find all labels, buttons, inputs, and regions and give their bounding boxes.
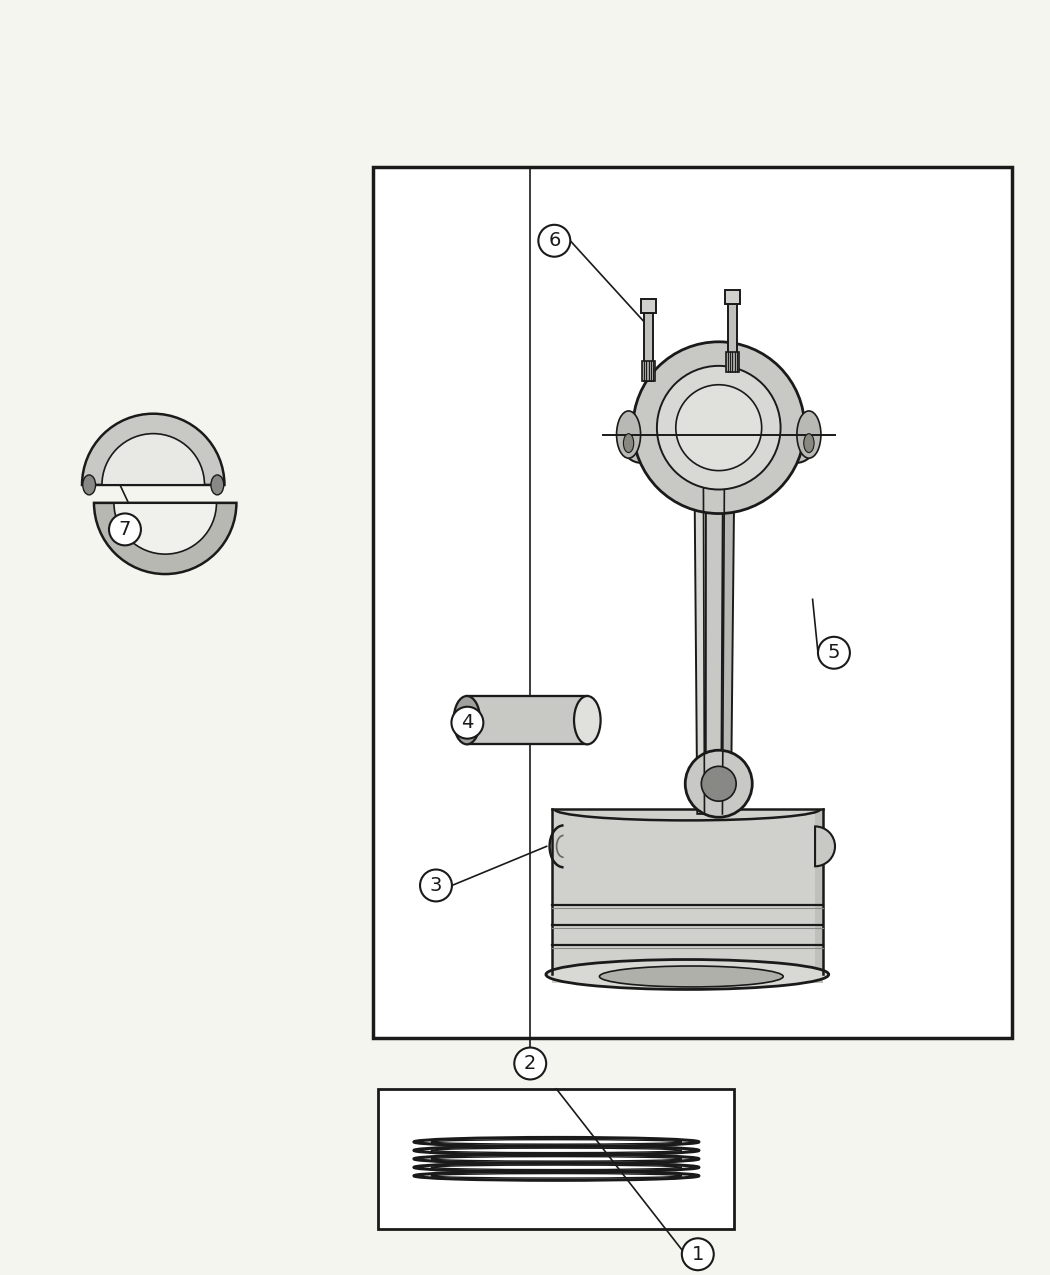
Circle shape bbox=[452, 706, 483, 738]
Bar bbox=[726, 352, 739, 372]
Text: 6: 6 bbox=[548, 231, 561, 250]
Ellipse shape bbox=[600, 966, 783, 987]
Circle shape bbox=[633, 342, 804, 514]
Bar bbox=[378, 1089, 734, 1229]
Ellipse shape bbox=[546, 960, 828, 989]
Bar bbox=[643, 361, 655, 381]
Ellipse shape bbox=[460, 706, 474, 733]
Bar bbox=[724, 291, 740, 305]
Ellipse shape bbox=[803, 434, 814, 453]
Wedge shape bbox=[815, 826, 835, 866]
Bar bbox=[644, 314, 653, 381]
Polygon shape bbox=[815, 810, 823, 983]
Wedge shape bbox=[114, 502, 216, 555]
Polygon shape bbox=[694, 376, 706, 813]
Circle shape bbox=[681, 1238, 714, 1270]
Circle shape bbox=[514, 1048, 546, 1080]
Text: 4: 4 bbox=[461, 713, 474, 732]
Bar bbox=[728, 305, 737, 372]
Circle shape bbox=[420, 870, 451, 901]
Bar bbox=[467, 696, 587, 745]
Text: 3: 3 bbox=[429, 876, 442, 895]
Circle shape bbox=[676, 385, 761, 470]
Text: 7: 7 bbox=[119, 520, 131, 539]
Text: 2: 2 bbox=[524, 1054, 537, 1074]
Ellipse shape bbox=[574, 696, 601, 745]
Circle shape bbox=[686, 750, 752, 817]
Ellipse shape bbox=[83, 474, 96, 495]
Bar bbox=[373, 167, 1012, 1038]
Circle shape bbox=[539, 224, 570, 256]
Circle shape bbox=[701, 766, 736, 801]
Ellipse shape bbox=[623, 427, 660, 463]
Text: 5: 5 bbox=[827, 644, 840, 662]
Ellipse shape bbox=[624, 434, 634, 453]
Polygon shape bbox=[704, 376, 724, 813]
Ellipse shape bbox=[616, 411, 640, 458]
Wedge shape bbox=[82, 413, 225, 484]
Ellipse shape bbox=[211, 474, 224, 495]
Ellipse shape bbox=[777, 427, 815, 463]
Ellipse shape bbox=[797, 411, 821, 458]
Circle shape bbox=[109, 514, 141, 546]
Bar bbox=[551, 810, 823, 983]
Polygon shape bbox=[721, 376, 735, 813]
Wedge shape bbox=[94, 502, 236, 574]
Circle shape bbox=[818, 636, 849, 668]
Text: 1: 1 bbox=[692, 1244, 704, 1264]
Wedge shape bbox=[102, 434, 205, 484]
Circle shape bbox=[657, 366, 780, 490]
Bar bbox=[642, 300, 656, 314]
Ellipse shape bbox=[454, 696, 480, 745]
